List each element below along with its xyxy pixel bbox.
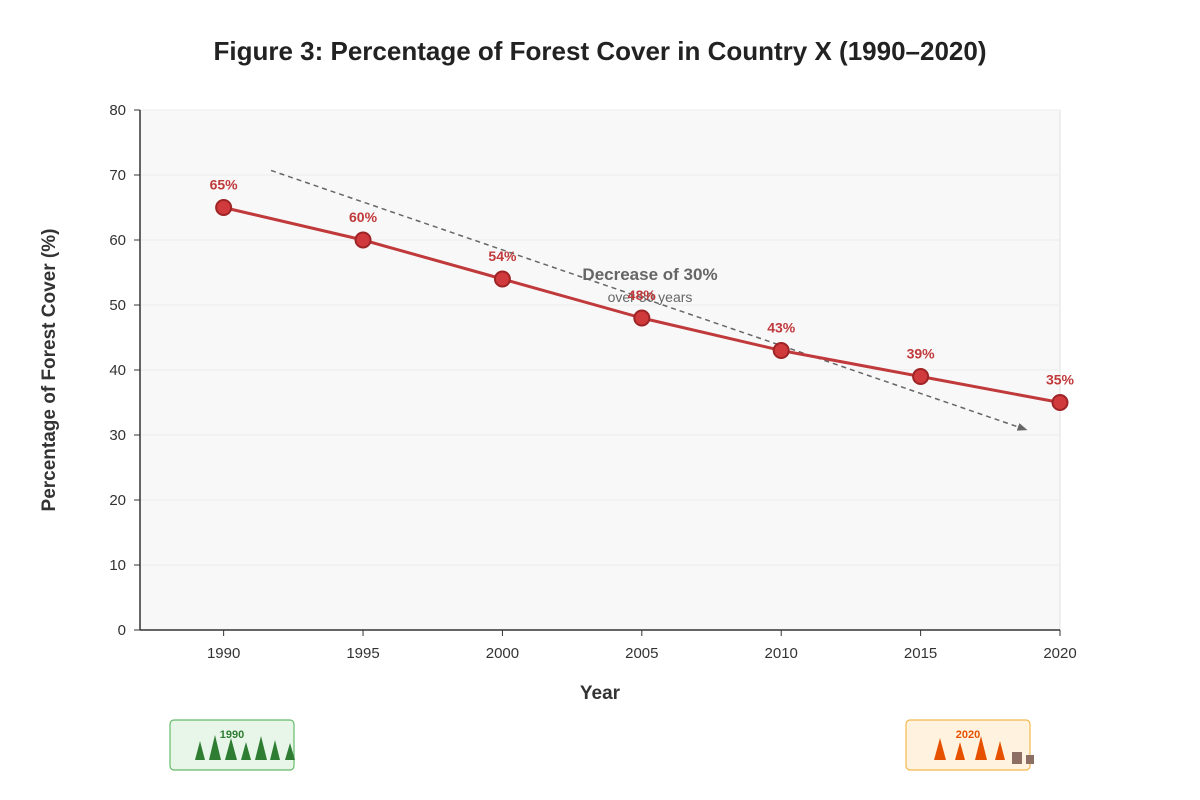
data-label: 60% xyxy=(349,209,378,225)
badge-1990-label: 1990 xyxy=(220,729,244,741)
x-axis-ticks: 1990 1995 2000 2005 2010 2015 2020 xyxy=(207,630,1077,662)
data-point xyxy=(493,270,511,288)
data-point xyxy=(912,368,930,385)
badge-2020-box xyxy=(905,719,1031,771)
y-tick-label: 40 xyxy=(109,362,126,379)
data-point xyxy=(772,342,790,359)
data-label: 48% xyxy=(628,287,657,303)
data-points xyxy=(215,199,1069,411)
tree-stumps-icon xyxy=(1012,752,1034,764)
x-tick-label: 2005 xyxy=(625,645,658,662)
x-tick-label: 2010 xyxy=(765,645,798,662)
x-axis-title: Year xyxy=(580,683,621,704)
y-tick-label: 80 xyxy=(109,102,126,119)
y-axis-title: Percentage of Forest Cover (%) xyxy=(39,229,60,512)
data-point xyxy=(633,309,651,327)
x-tick-label: 1990 xyxy=(207,645,240,662)
data-label: 39% xyxy=(907,346,936,362)
badge-2020: 2020 xyxy=(905,719,1034,771)
data-label: 43% xyxy=(767,320,796,336)
annotation-subtitle: over 30 years xyxy=(608,289,693,305)
sparse-trees-icon xyxy=(934,736,1005,760)
y-tick-label: 50 xyxy=(109,297,126,314)
forest-trees-icon xyxy=(195,735,295,760)
y-tick-label: 20 xyxy=(109,492,126,509)
y-axis-ticks: 0 10 20 30 40 50 60 70 80 xyxy=(109,102,140,639)
y-tick-label: 70 xyxy=(109,167,126,184)
badge-2020-label: 2020 xyxy=(956,729,980,741)
data-labels: 65% 60% 54% 48% 43% 39% 35% xyxy=(210,177,1075,388)
data-label: 54% xyxy=(488,248,517,264)
x-tick-label: 2015 xyxy=(904,645,937,662)
y-tick-label: 60 xyxy=(109,232,126,249)
x-tick-label: 1995 xyxy=(346,645,379,662)
data-point xyxy=(354,231,372,249)
data-point xyxy=(215,199,233,216)
badge-1990: 1990 xyxy=(169,719,295,771)
data-label: 65% xyxy=(210,177,239,193)
x-tick-label: 2000 xyxy=(486,645,519,662)
trend-arrow xyxy=(270,169,1028,431)
chart-title: Figure 3: Percentage of Forest Cover in … xyxy=(213,36,986,66)
annotation-title: Decrease of 30% xyxy=(582,265,717,284)
data-label: 35% xyxy=(1046,372,1075,388)
data-point xyxy=(1051,394,1069,411)
y-tick-label: 10 xyxy=(109,557,126,574)
y-tick-label: 30 xyxy=(109,427,126,444)
x-tick-label: 2020 xyxy=(1043,645,1076,662)
y-tick-label: 0 xyxy=(118,622,126,639)
